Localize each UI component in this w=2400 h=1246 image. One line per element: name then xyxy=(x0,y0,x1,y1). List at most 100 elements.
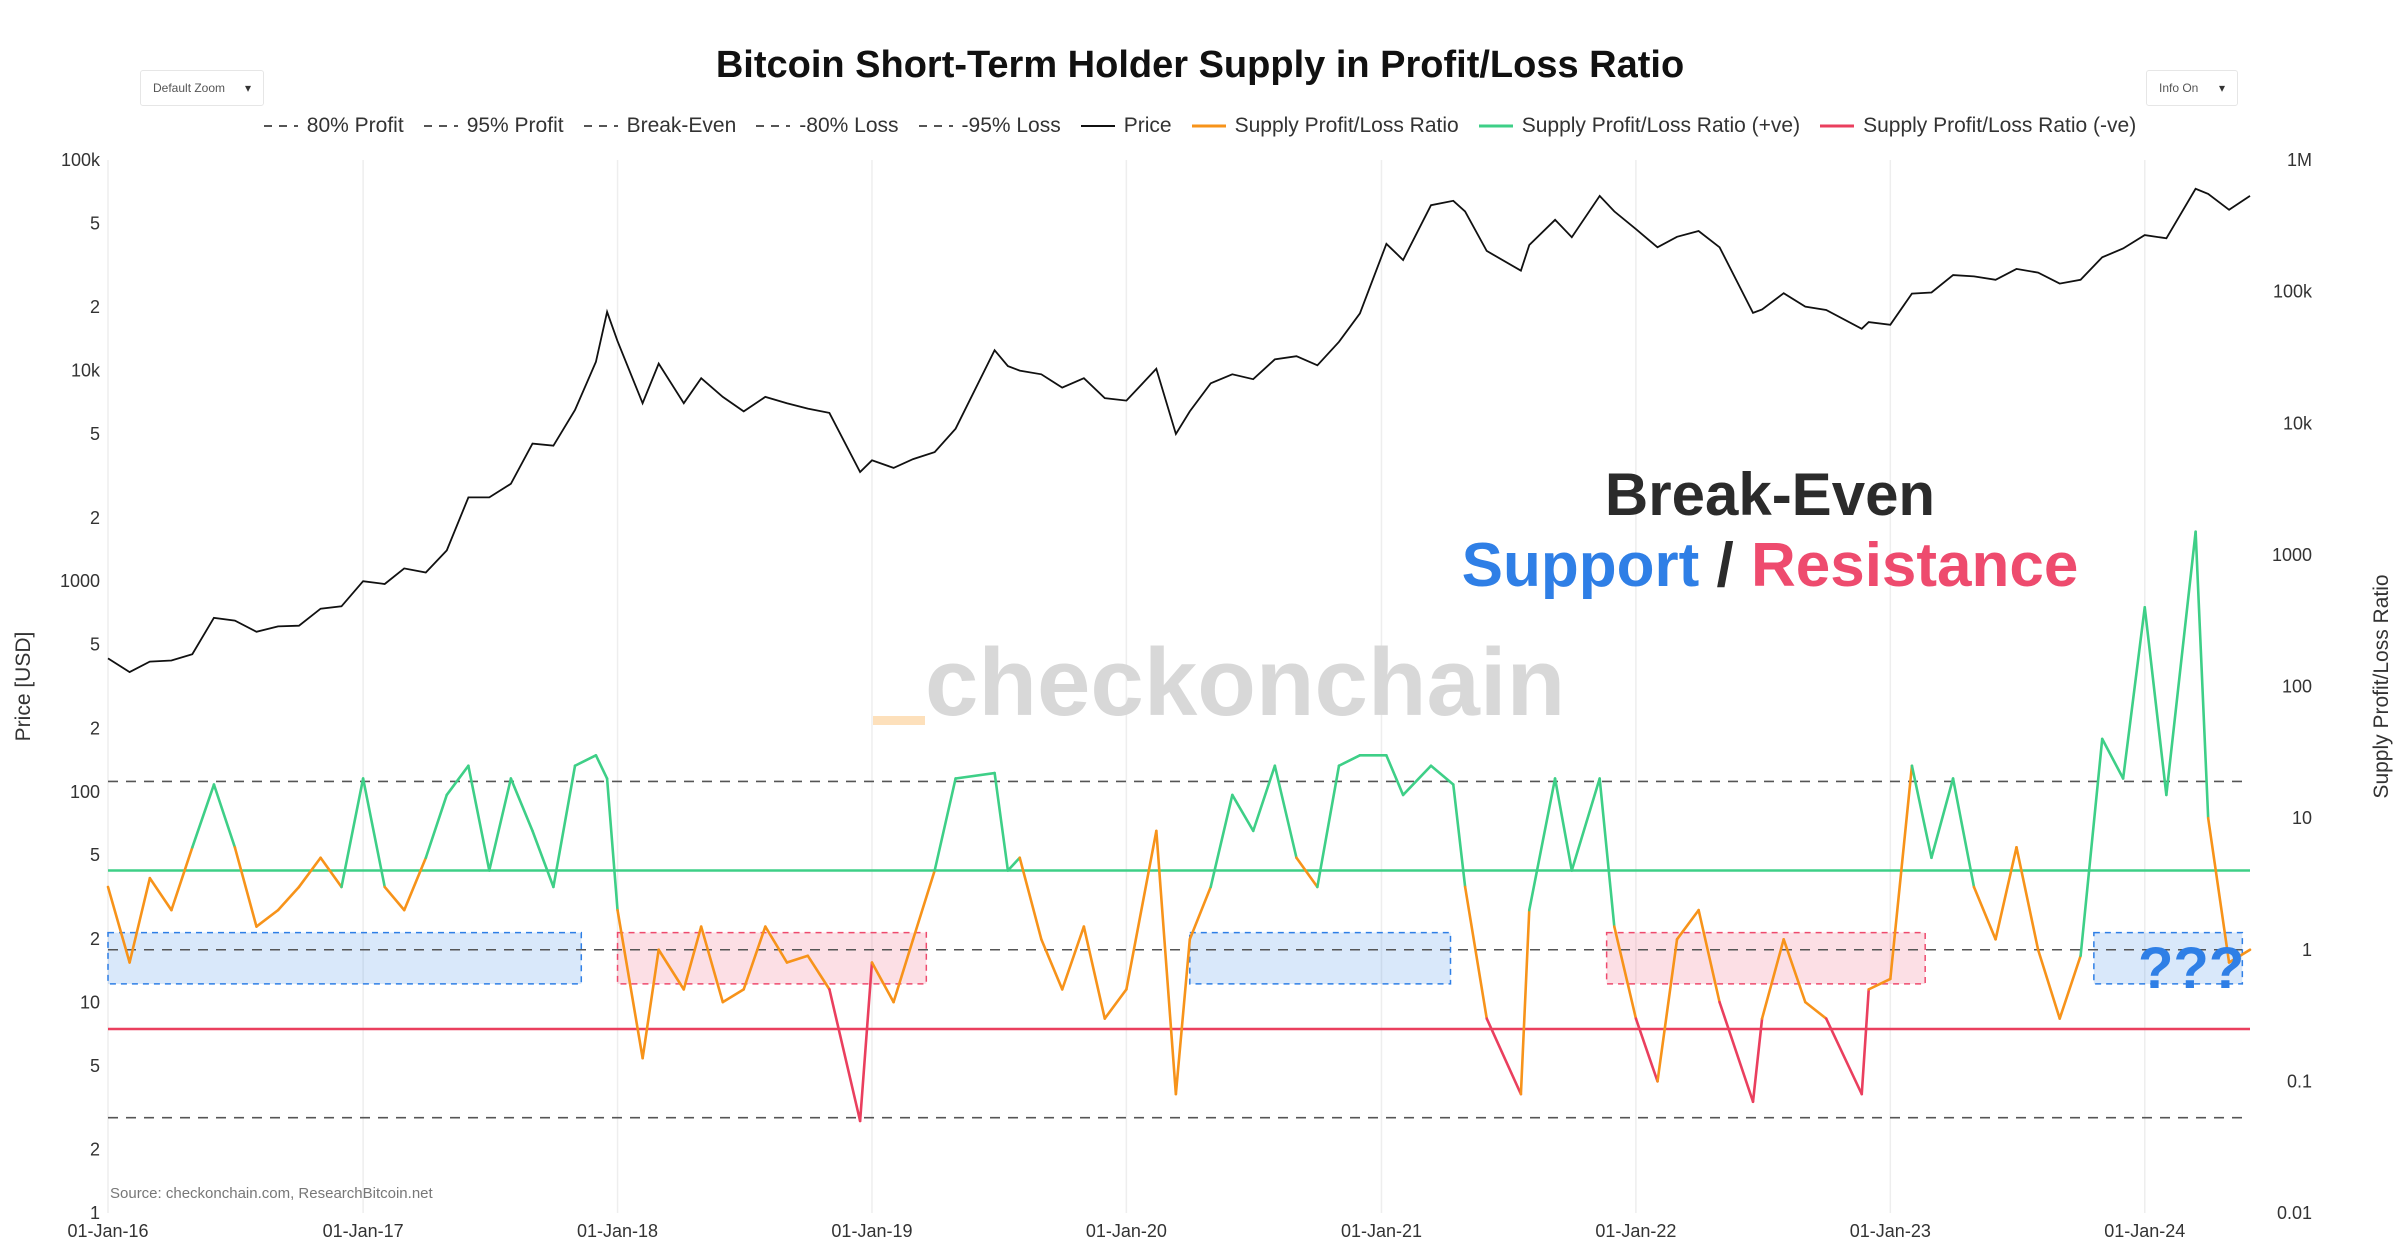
y-left-tick-label: 10 xyxy=(80,992,100,1012)
ratio-segment xyxy=(1174,938,1192,1096)
zoom-dropdown-label: Default Zoom xyxy=(153,81,226,95)
ratio-segment xyxy=(1429,764,1455,786)
annotation-separator: / xyxy=(1716,531,1734,600)
legend-item-ratio-positive[interactable]: Supply Profit/Loss Ratio (+ve) xyxy=(1478,114,1800,138)
ratio-segment xyxy=(1803,1000,1828,1020)
x-tick-label: 01-Jan-24 xyxy=(2104,1221,2185,1241)
legend-symbol xyxy=(1820,124,1855,128)
legend-label: Break-Even xyxy=(626,114,737,137)
ratio-segment xyxy=(1760,938,1785,1020)
source-note: Source: checkonchain.com, ResearchBitcoi… xyxy=(110,1185,433,1202)
ratio-segment xyxy=(1188,885,1213,941)
y-left-tick-label: 5 xyxy=(90,213,100,233)
ratio-segment xyxy=(552,764,577,889)
ratio-segment xyxy=(1125,829,1158,991)
ratio-segment xyxy=(594,754,609,780)
ratio-segment xyxy=(1553,777,1574,872)
x-tick-label: 01-Jan-16 xyxy=(67,1221,148,1241)
ratio-segment xyxy=(1103,988,1128,1020)
chevron-down-icon: ▾ xyxy=(244,81,251,95)
x-tick-label: 01-Jan-19 xyxy=(831,1221,912,1241)
axes: 01-Jan-16 01-Jan-17 01-Jan-18 01-Jan-19 01-J… xyxy=(12,150,2393,1241)
ratio-segment xyxy=(1251,764,1277,833)
ratio-segment xyxy=(255,908,280,928)
legend-item-price[interactable]: Price xyxy=(1080,114,1172,138)
ratio-segment xyxy=(641,948,660,1060)
legend-item-95-loss[interactable]: -95% Loss xyxy=(918,114,1061,138)
ratio-segment xyxy=(1463,885,1489,1020)
price-line xyxy=(107,187,2251,674)
y-left-tick-label: 2 xyxy=(90,929,100,949)
ratio-segment xyxy=(383,885,406,912)
y-right-tick-label: 100 xyxy=(2282,677,2312,697)
y-left-tick-label: 5 xyxy=(90,635,100,655)
ratio-segment xyxy=(1155,829,1178,1096)
legend-label: Supply Profit/Loss Ratio (-ve) xyxy=(1863,114,2137,137)
watermark: checkonchain xyxy=(925,629,1566,736)
ratio-segment xyxy=(340,777,365,889)
x-tick-label: 01-Jan-20 xyxy=(1086,1221,1167,1241)
ratio-segment xyxy=(1972,885,1997,941)
legend-label: Supply Profit/Loss Ratio xyxy=(1234,114,1459,137)
y-left-tick-label: 2 xyxy=(90,508,100,528)
highlight-zones xyxy=(107,931,2244,985)
ratio-segment xyxy=(2015,846,2040,952)
x-tick-label: 01-Jan-18 xyxy=(577,1221,658,1241)
ratio-segment xyxy=(1040,938,1064,991)
support-zone xyxy=(2093,931,2244,985)
ratio-segment xyxy=(106,885,131,964)
ratio-segment xyxy=(1209,793,1234,889)
y-left-tick-label: 10k xyxy=(71,361,101,381)
annotation-headline: Break-Even xyxy=(1604,461,1936,528)
ratio-segment xyxy=(892,938,915,1004)
ratio-segment xyxy=(424,793,449,860)
ratio-segment xyxy=(2194,530,2210,820)
ratio-segment xyxy=(954,771,996,780)
ratio-segment xyxy=(1951,777,1976,889)
legend-symbol xyxy=(583,125,618,127)
ratio-segment xyxy=(1782,938,1807,1004)
legend-item-ratio[interactable]: Supply Profit/Loss Ratio xyxy=(1191,114,1459,138)
ratio-segment xyxy=(657,948,686,991)
chevron-down-icon: ▾ xyxy=(2218,81,2225,95)
info-dropdown[interactable]: Info On ▾ xyxy=(2146,70,2238,106)
ratio-segment xyxy=(1337,754,1362,768)
ratio-segment xyxy=(721,988,745,1004)
legend-label: -80% Loss xyxy=(799,114,899,137)
y-left-tick-label: 1 xyxy=(90,1203,100,1223)
annotation-support: Support xyxy=(1461,531,1700,600)
legend-label: 95% Profit xyxy=(466,114,564,137)
legend-item-break-even[interactable]: Break-Even xyxy=(583,114,737,138)
ratio-segment xyxy=(1860,988,1871,1096)
y-left-tick-label: 5 xyxy=(90,1056,100,1076)
y-left-tick-label: 2 xyxy=(90,1140,100,1160)
ratio-segment xyxy=(1401,764,1433,797)
ratio-segment xyxy=(1060,925,1086,991)
ratio-segment xyxy=(1613,925,1638,1020)
y-left-tick-label: 100k xyxy=(61,150,101,170)
legend-item-80-loss[interactable]: -80% Loss xyxy=(756,114,899,138)
ratio-segment xyxy=(806,954,831,991)
legend-symbol xyxy=(263,125,298,127)
legend-item-80-profit[interactable]: 80% Profit xyxy=(263,114,404,138)
legend-label: 80% Profit xyxy=(306,114,404,137)
zoom-dropdown[interactable]: Default Zoom ▾ xyxy=(140,70,264,106)
ratio-segment xyxy=(2079,737,2104,958)
y-right-tick-label: 10 xyxy=(2292,808,2312,828)
legend-label: Price xyxy=(1123,114,1172,137)
legend-item-95-profit[interactable]: 95% Profit xyxy=(423,114,564,138)
ratio-segment xyxy=(1273,764,1298,860)
ratio-segment xyxy=(785,954,810,964)
ratio-segment xyxy=(276,885,301,912)
legend-item-ratio-negative[interactable]: Supply Profit/Loss Ratio (-ve) xyxy=(1820,114,2136,138)
x-tick-label: 01-Jan-22 xyxy=(1595,1221,1676,1241)
ratio-segment xyxy=(1824,1017,1864,1096)
y-right-tick-label: 10k xyxy=(2283,413,2313,433)
ratio-segment xyxy=(870,961,895,1004)
ratio-segment xyxy=(1527,777,1557,912)
ratio-segment xyxy=(1994,846,2018,941)
y-left-tick-label: 1000 xyxy=(60,571,100,591)
ratio-segment xyxy=(1231,793,1255,833)
annotation-question: ??? xyxy=(2138,936,2245,1001)
